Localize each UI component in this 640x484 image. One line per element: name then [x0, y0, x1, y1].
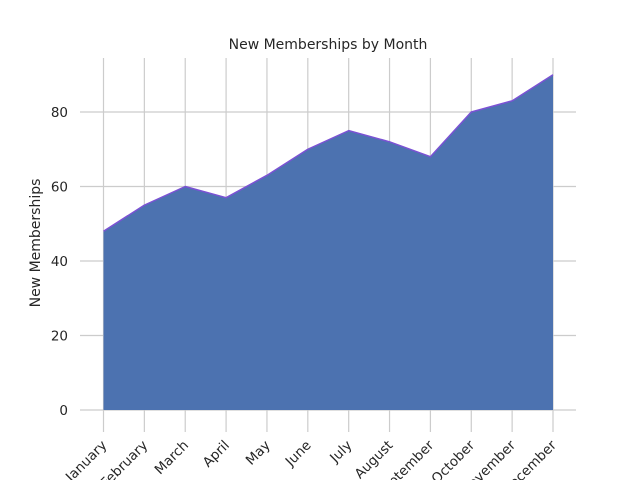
y-axis-ticks: 0 20 40 60 80 [51, 105, 68, 419]
x-tick-label: March [152, 438, 192, 478]
y-tick-label: 20 [51, 329, 68, 345]
area-line [103, 74, 554, 232]
y-axis-label: New Memberships [28, 179, 44, 308]
x-tick-label: May [243, 438, 274, 469]
y-tick-label: 60 [51, 180, 68, 196]
y-tick-label: 0 [59, 403, 68, 419]
x-tick-label: June [282, 438, 315, 471]
y-tick-label: 40 [51, 254, 68, 270]
area-series [103, 74, 554, 410]
chart-title: New Memberships by Month [229, 37, 428, 53]
area-fill [103, 74, 553, 410]
x-tick-label: July [326, 438, 355, 467]
x-tick-label: February [98, 438, 152, 480]
y-tick-label: 80 [51, 105, 68, 121]
x-tick-label: April [200, 438, 233, 471]
